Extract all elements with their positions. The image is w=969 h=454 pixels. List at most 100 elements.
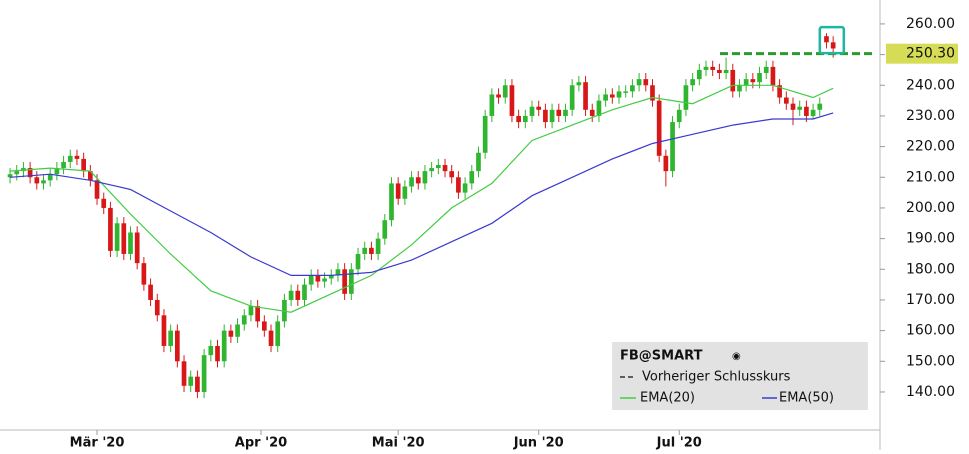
- candle-body: [101, 198, 107, 208]
- candle-body: [723, 69, 729, 73]
- candle-body: [201, 355, 207, 392]
- candle-body: [529, 106, 535, 116]
- candle-body: [476, 152, 481, 172]
- candle-body: [516, 115, 521, 123]
- legend-icon: ◉: [732, 351, 741, 362]
- candle-body: [810, 109, 816, 116]
- candle-body: [609, 94, 615, 98]
- candle-body: [710, 66, 716, 70]
- candle-body: [148, 284, 153, 300]
- candle-body: [235, 324, 240, 337]
- candle-body: [683, 85, 689, 110]
- candle-body: [121, 223, 127, 254]
- candle-body: [509, 85, 515, 116]
- candle-body: [41, 180, 46, 184]
- candle-body: [589, 109, 595, 116]
- candle-body: [489, 94, 495, 116]
- y-tick-label: 170.00: [906, 292, 955, 308]
- candle-body: [382, 220, 388, 239]
- candle-body: [743, 79, 749, 86]
- candle-body: [215, 345, 220, 362]
- candle-body: [94, 180, 100, 199]
- candle-body: [603, 94, 608, 101]
- candle-body: [275, 321, 281, 346]
- candle-body: [134, 232, 140, 264]
- candle-body: [804, 106, 809, 116]
- marks: 140.00 150.00 160.00 170.00 180.00 190.00 200.…: [7, 16, 958, 451]
- candle-body: [322, 278, 327, 282]
- candle-body: [636, 79, 642, 86]
- candle-body: [328, 275, 334, 279]
- candle-body: [369, 247, 374, 254]
- candle-body: [54, 168, 60, 175]
- candle-body: [188, 376, 194, 386]
- candle-body: [770, 66, 776, 86]
- candle-body: [34, 177, 40, 184]
- candle-body: [47, 174, 53, 181]
- candle-body: [288, 290, 294, 300]
- candle-body: [536, 106, 542, 110]
- candle-body: [576, 82, 582, 86]
- candle-body: [730, 69, 736, 92]
- reference-label: 250.30: [906, 46, 955, 62]
- candle-body: [128, 232, 133, 254]
- y-tick-label: 210.00: [906, 169, 955, 185]
- reference-label-bg: [886, 43, 958, 64]
- candle-body: [315, 275, 321, 282]
- candle-body: [415, 177, 421, 184]
- candle-body: [596, 100, 602, 116]
- candle-body: [168, 330, 173, 346]
- candle-body: [583, 82, 588, 110]
- candle-body: [268, 330, 274, 346]
- candle-body: [14, 171, 20, 175]
- candle-body: [717, 69, 722, 73]
- legend-label: EMA(50): [779, 391, 834, 406]
- candle-body: [355, 253, 361, 270]
- candle-body: [482, 115, 488, 153]
- candle-body: [261, 321, 267, 331]
- candle-body: [569, 85, 575, 110]
- candle-body: [777, 85, 782, 98]
- candle-body: [462, 183, 468, 193]
- candle-body: [88, 171, 93, 181]
- ema-line: [9, 84, 834, 313]
- candle-body: [563, 109, 568, 116]
- y-tick-label: 180.00: [906, 261, 955, 277]
- candle-body: [502, 85, 508, 98]
- candle-body: [817, 103, 823, 110]
- candle-body: [27, 168, 33, 178]
- candle-body: [630, 85, 635, 92]
- candle-body: [308, 275, 314, 285]
- candle-body: [543, 109, 548, 123]
- last-price-highlight: [818, 25, 846, 55]
- candle-body: [241, 315, 247, 325]
- candle-body: [141, 263, 147, 285]
- candle-body: [690, 79, 695, 86]
- candle-body: [656, 100, 662, 156]
- candle-body: [248, 306, 254, 316]
- y-tick-label: 240.00: [906, 77, 955, 93]
- y-tick-label: 150.00: [906, 353, 955, 369]
- legend-label: EMA(20): [640, 391, 695, 406]
- candle-body: [797, 106, 803, 110]
- candle-body: [108, 207, 113, 251]
- y-tick-label: 260.00: [906, 16, 955, 32]
- candle-body: [342, 269, 347, 294]
- candle-body: [221, 330, 227, 362]
- candle-body: [442, 165, 448, 172]
- candle-body: [174, 330, 180, 362]
- candle-body: [737, 85, 742, 92]
- y-tick-label: 230.00: [906, 108, 955, 124]
- candle-body: [783, 97, 789, 104]
- candle-body: [348, 269, 354, 294]
- candle-body: [255, 306, 260, 322]
- candle-body: [161, 315, 167, 346]
- candle-body: [790, 103, 796, 110]
- candle-body: [74, 155, 80, 159]
- candle-body: [7, 174, 13, 178]
- candle-body: [696, 69, 702, 80]
- candle-body: [676, 109, 682, 123]
- candle-body: [830, 42, 836, 49]
- candle-body: [422, 171, 428, 184]
